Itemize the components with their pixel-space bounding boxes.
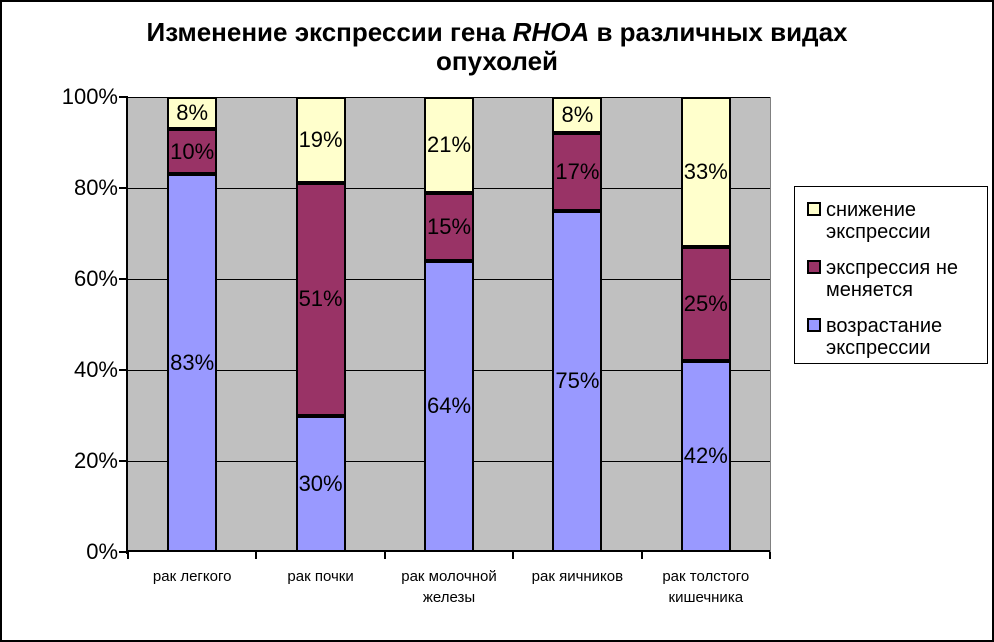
x-axis-tick (640, 552, 643, 559)
bar-data-label: 8% (176, 99, 209, 125)
legend-label: возрастание экспрессии (826, 315, 943, 359)
x-axis-tick (127, 552, 129, 559)
x-axis-line (126, 550, 770, 552)
bar-segment: 19% (295, 97, 346, 184)
x-category-label: рак яичников (531, 568, 624, 585)
bar-data-label: 33% (683, 159, 728, 185)
y-tick-label: 20% (73, 448, 118, 473)
bar-segment: 10% (167, 128, 218, 175)
bar: 75% 17% 8% (552, 97, 603, 552)
bar-data-label: 30% (298, 470, 343, 496)
bar-data-label: 10% (170, 138, 215, 164)
bar-segment: 51% (295, 183, 346, 416)
chart-title-text: Изменение экспрессии гена (146, 17, 513, 47)
bar-data-label: 42% (683, 443, 728, 469)
y-axis-tick (119, 369, 128, 371)
gene-name: RHOA (512, 17, 590, 47)
bar-segment: 15% (424, 192, 474, 261)
y-axis-tick (119, 460, 128, 462)
legend-item: возрастание экспрессии (807, 315, 987, 359)
bar: 42% 25% 33% (680, 97, 731, 552)
bar-data-label: 25% (683, 291, 728, 317)
x-axis-tick (255, 552, 258, 559)
bar-segment: 64% (424, 260, 474, 552)
legend-swatch (807, 260, 821, 274)
x-category-label: рак толстого кишечника (662, 568, 750, 606)
bar-segment: 8% (167, 97, 218, 129)
legend-item: снижение экспрессии (807, 199, 987, 243)
y-axis-tick (119, 278, 128, 280)
x-category-label: рак молочной железы (401, 568, 497, 606)
legend-item: экспрессия не меняется (807, 257, 987, 301)
legend-label: экспрессия не меняется (826, 257, 958, 301)
x-category-label: рак легкого (152, 568, 232, 585)
legend-label: снижение экспрессии (826, 199, 931, 243)
y-tick-label: 60% (73, 266, 118, 291)
bar-data-label: 15% (426, 213, 472, 239)
bar-segment: 8% (552, 97, 603, 134)
bar-data-label: 19% (298, 127, 343, 153)
y-axis-line (126, 97, 128, 554)
bar-data-label: 51% (298, 286, 343, 312)
y-tick-label: 100% (61, 84, 118, 109)
bar: 64% 15% 21% (424, 97, 474, 552)
y-tick-label: 40% (73, 357, 118, 382)
x-axis-tick (383, 552, 386, 559)
x-axis-tick (512, 552, 515, 559)
plot-area: 83% 10% 8% 30% 51% 19% 64% 15% 21% 75% 17% 8% 42% 25%… (128, 97, 771, 552)
bar-segment: 30% (295, 415, 346, 552)
bar-data-label: 8% (561, 102, 594, 128)
y-tick-label: 80% (73, 175, 118, 200)
chart-title-text-after: в различных видах опухолей (435, 17, 848, 76)
y-axis-tick (119, 96, 128, 98)
bar-data-label: 83% (170, 350, 215, 376)
y-axis-tick (119, 187, 128, 189)
bar-segment: 75% (552, 210, 603, 552)
legend-swatch (807, 318, 821, 332)
bar-segment: 21% (424, 97, 474, 193)
bar-data-label: 17% (555, 159, 600, 185)
bar-data-label: 75% (555, 368, 600, 394)
bar: 30% 51% 19% (295, 97, 346, 552)
bar-segment: 25% (680, 247, 731, 361)
x-category-label: рак почки (287, 568, 354, 585)
bar: 83% 10% 8% (167, 97, 218, 552)
y-axis-tick (119, 551, 128, 553)
legend: снижение экспрессии экспрессия не меняетс… (794, 186, 988, 364)
x-axis-tick (769, 552, 771, 559)
legend-swatch (807, 202, 821, 216)
bar-segment: 33% (680, 97, 731, 248)
bar-segment: 83% (167, 174, 218, 552)
bar-segment: 17% (552, 133, 603, 211)
chart-title-area: Изменение экспрессии гена RHOA в различн… (2, 18, 992, 76)
bar-data-label: 21% (426, 131, 472, 157)
chart-title: Изменение экспрессии гена RHOA в различн… (87, 18, 907, 76)
bar-segment: 42% (680, 360, 731, 552)
y-tick-label: 0% (86, 539, 118, 564)
bar-data-label: 64% (426, 393, 472, 419)
